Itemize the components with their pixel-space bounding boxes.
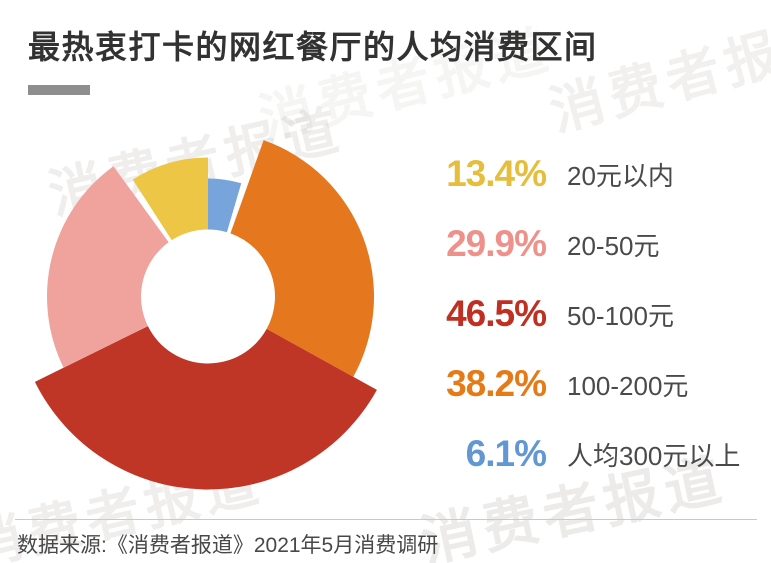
legend-percent: 29.9% <box>446 223 547 264</box>
legend-item: 13.4% 20元以内 <box>430 152 740 196</box>
legend-label: 50-100元 <box>567 300 674 331</box>
legend-item: 46.5% 50-100元 <box>430 292 740 336</box>
donut-slice-人均300元以上 <box>208 178 242 233</box>
legend-label: 100-200元 <box>567 370 689 401</box>
donut-slice-50-100元 <box>34 326 377 490</box>
legend-label: 人均300元以上 <box>567 440 741 471</box>
legend-item: 29.9% 20-50元 <box>430 222 740 266</box>
chart-legend: 13.4% 20元以内 29.9% 20-50元 46.5% 50-100元 3… <box>430 152 740 476</box>
legend-item: 6.1% 人均300元以上 <box>430 432 741 476</box>
donut-slice-20元以内 <box>132 157 208 241</box>
legend-label: 20-50元 <box>567 230 660 261</box>
page-title: 最热衷打卡的网红餐厅的人均消费区间 <box>28 29 598 65</box>
title-accent-bar <box>28 85 90 95</box>
legend-percent: 38.2% <box>446 363 547 404</box>
legend-percent: 6.1% <box>465 433 547 474</box>
donut-chart <box>34 140 377 490</box>
legend-label: 20元以内 <box>567 160 674 191</box>
legend-percent: 46.5% <box>446 293 547 334</box>
legend-percent: 13.4% <box>446 153 547 194</box>
data-source: 数据来源:《消费者报道》2021年5月消费调研 <box>17 534 439 557</box>
donut-slice-20-50元 <box>46 166 169 368</box>
donut-slice-100-200元 <box>230 140 375 377</box>
footer-divider <box>15 519 757 520</box>
legend-item: 38.2% 100-200元 <box>430 362 740 406</box>
